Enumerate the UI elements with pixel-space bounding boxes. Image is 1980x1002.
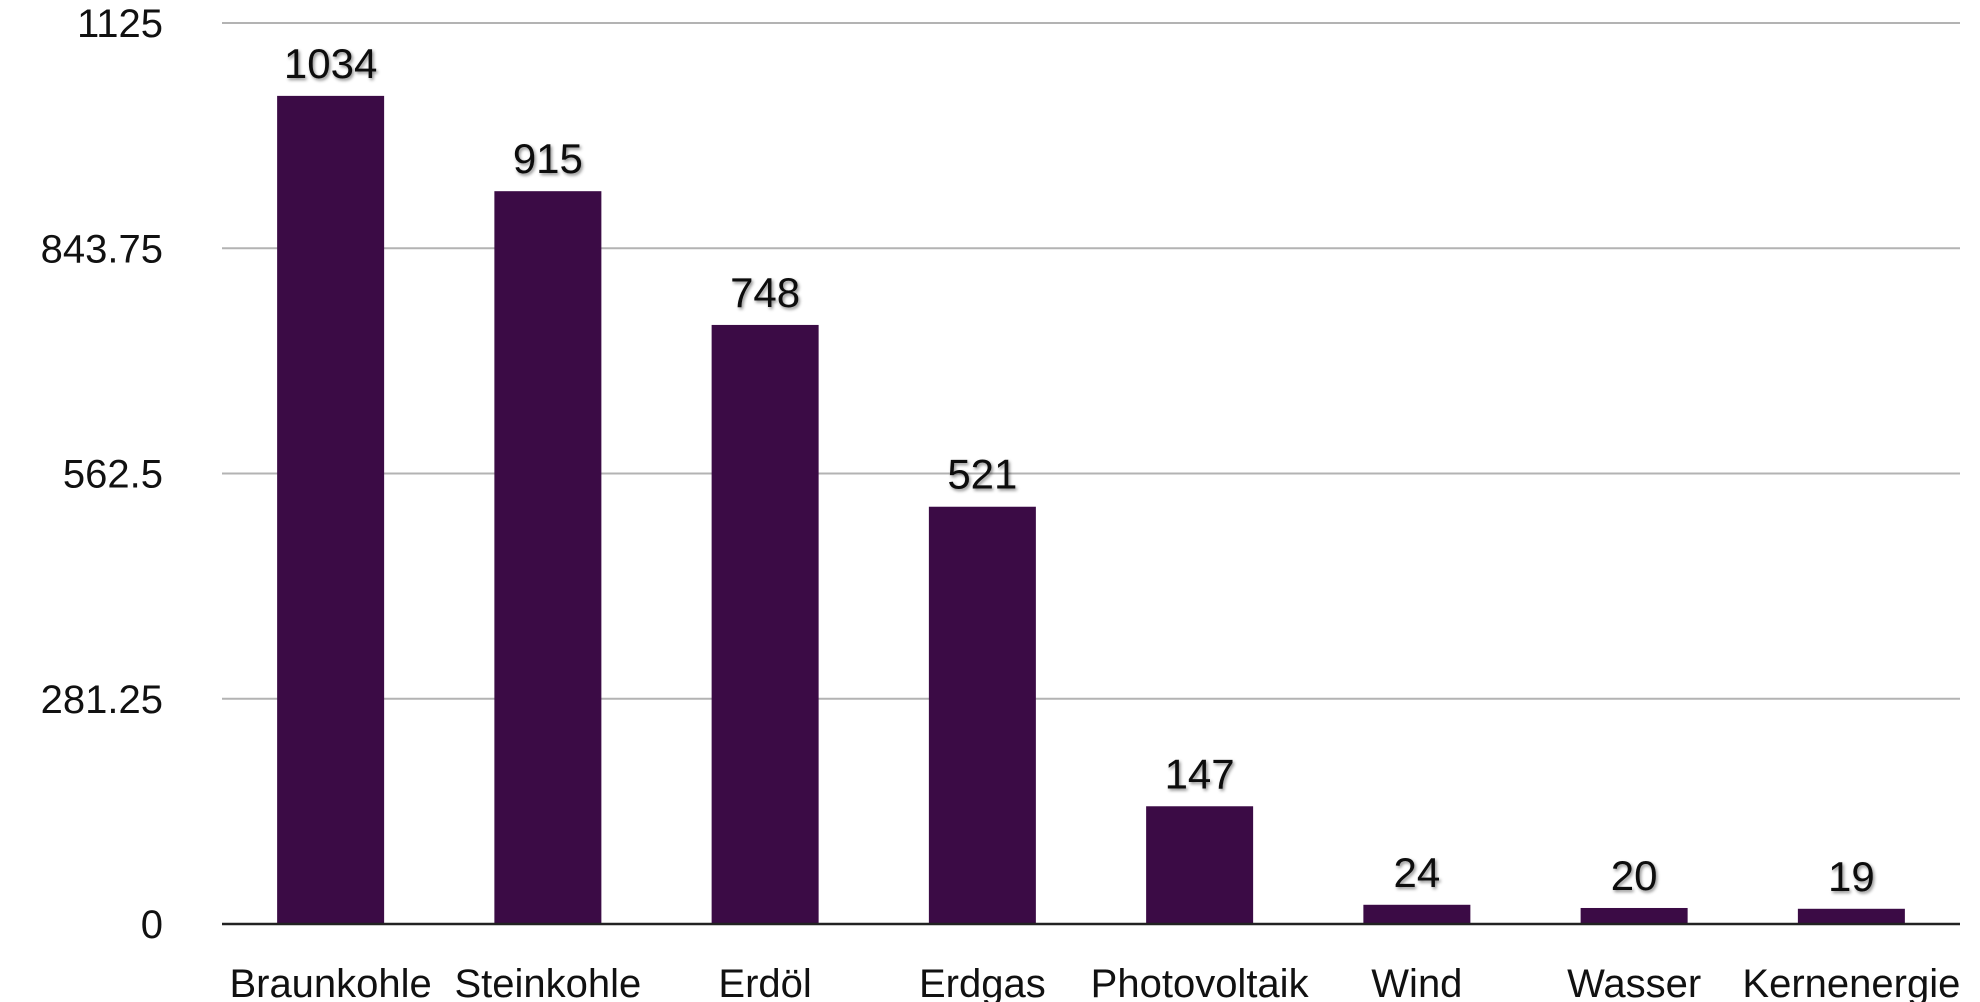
x-tick-label: Erdgas bbox=[919, 962, 1046, 1002]
bar bbox=[1363, 904, 1471, 924]
x-tick-label: Erdöl bbox=[718, 962, 811, 1002]
y-tick-label: 281.25 bbox=[41, 678, 163, 722]
y-tick-label: 562.5 bbox=[63, 453, 163, 497]
x-tick-label: Wind bbox=[1371, 962, 1462, 1002]
x-tick-label: Kernenergie bbox=[1742, 962, 1960, 1002]
bar bbox=[711, 324, 819, 924]
bar bbox=[1797, 908, 1905, 924]
x-tick-label: Wasser bbox=[1567, 962, 1701, 1002]
data-label: 20 bbox=[1611, 852, 1658, 899]
bar bbox=[928, 506, 1036, 924]
bar bbox=[277, 95, 385, 925]
data-label: 1034 bbox=[284, 40, 377, 87]
data-label: 19 bbox=[1828, 853, 1875, 900]
data-label: 147 bbox=[1165, 750, 1235, 797]
x-tick-label: Photovoltaik bbox=[1091, 962, 1310, 1002]
bar bbox=[494, 191, 602, 925]
x-tick-label: Steinkohle bbox=[454, 962, 641, 1002]
data-label: 521 bbox=[947, 451, 1017, 498]
y-tick-label: 843.75 bbox=[41, 227, 163, 271]
y-tick-label: 1125 bbox=[77, 2, 163, 46]
gridlines bbox=[222, 22, 1960, 700]
bars bbox=[277, 95, 1905, 925]
x-tick-label: Braunkohle bbox=[229, 962, 431, 1002]
y-tick-label: 0 bbox=[141, 903, 163, 947]
data-label: 24 bbox=[1394, 849, 1441, 896]
y-axis-tick-labels: 0 281.25 562.5 843.75 1125 bbox=[41, 2, 163, 947]
data-labels: 1034 915 748 521 147 24 20 19 bbox=[284, 40, 1875, 900]
data-label: 748 bbox=[730, 269, 800, 316]
x-axis-tick-labels: Braunkohle Steinkohle Erdöl Erdgas Photovolt… bbox=[229, 962, 1960, 1002]
data-label: 915 bbox=[513, 135, 583, 182]
bar bbox=[1580, 907, 1688, 924]
bar bbox=[1146, 806, 1254, 924]
